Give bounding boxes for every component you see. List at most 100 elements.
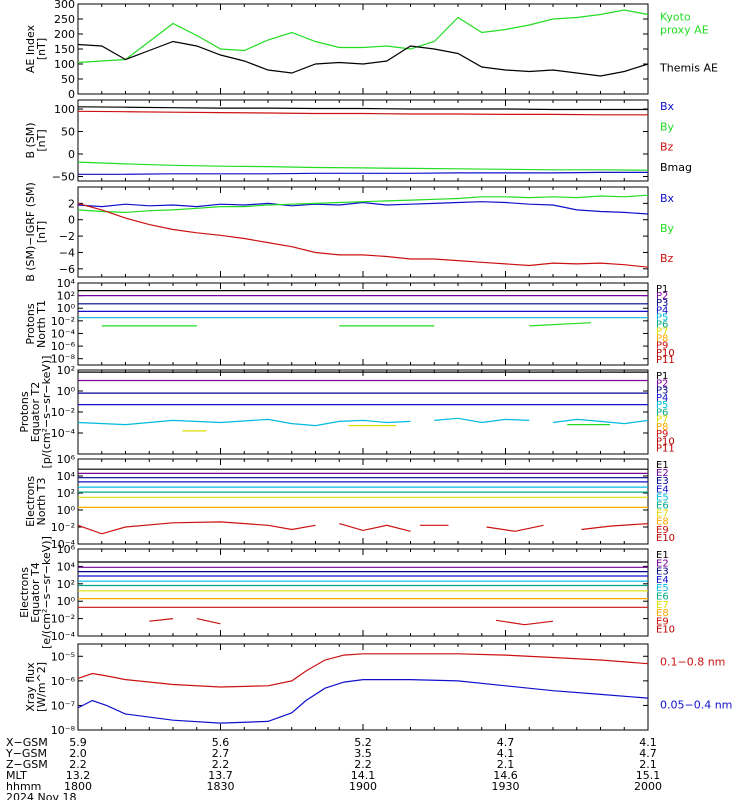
panel-1: 0 50 100 150 200 250 300 AE Index[nT] Kyotoproxy…	[24, 0, 718, 101]
y-tick-label: 10⁻⁴	[51, 427, 76, 440]
y-axis-label: ProtonsNorth T1	[24, 300, 48, 348]
legend-entry: E5	[656, 583, 669, 594]
ephemeris-row-label: hhmm	[6, 780, 41, 793]
legend-entry: E10	[656, 625, 675, 636]
ephemeris-value: 4.1	[639, 736, 657, 749]
legend-entry: E6	[656, 501, 669, 512]
legend-entry: Kyoto	[660, 11, 691, 24]
y-tick-label: 10⁻²	[51, 315, 75, 328]
y-axis-label-line: [nT]	[35, 38, 48, 60]
y-axis-label: ProtonsEquator T2[p/(cm²−s−sr−keV)]	[18, 356, 53, 469]
legend-entry: E9	[656, 525, 669, 536]
legend-entry: P5	[656, 312, 668, 323]
y-tick-label: 10⁻⁸	[51, 724, 76, 737]
y-tick-label: 10⁴	[57, 277, 76, 290]
legend-entry: P4	[656, 393, 668, 404]
y-tick-label: 10⁰	[57, 302, 76, 315]
series-segment	[196, 618, 221, 625]
y-axis-label: ElectronsEquator T4[e/(cm²−s−sr−keV)]	[18, 536, 53, 649]
y-tick-label: 10⁰	[57, 595, 76, 608]
y-tick-label: 2	[68, 197, 75, 210]
series-line	[77, 110, 648, 116]
legend-entry: P1	[656, 371, 668, 382]
legend-entry: By	[660, 120, 675, 133]
legend-entry: Bmag	[660, 161, 692, 174]
ephemeris-value: 1800	[64, 780, 92, 793]
legend-entry: P11	[656, 444, 675, 455]
y-tick-label: 10⁰	[57, 504, 76, 517]
y-axis-label-line: [e/(cm²−s−sr−keV)]	[40, 536, 53, 649]
ephemeris-value: 2.1	[639, 758, 657, 771]
panel-frame	[77, 3, 649, 95]
legend-entry: Bz	[660, 252, 674, 265]
y-axis-label: Xray flux[W/m^2]	[24, 662, 48, 712]
panel-3: −6 −4 −2 0 2 B (SM)−IGRF (SM)[nT] Bx By Bz	[24, 182, 675, 282]
y-axis-label-line: Protons	[24, 303, 37, 344]
y-tick-label: 0	[68, 214, 75, 227]
y-axis-label-line: Protons	[18, 391, 31, 432]
y-axis-label: ElectronsNorth T3	[24, 476, 48, 527]
y-axis-label: B (SM)−IGRF (SM)[nT]	[24, 182, 48, 282]
legend-entry: E1	[656, 460, 669, 471]
legend-entry: E2	[656, 468, 669, 479]
legend-entry: E5	[656, 492, 669, 503]
legend-entry: Bz	[660, 141, 674, 154]
series-line	[77, 106, 648, 111]
legend-entry: E3	[656, 476, 669, 487]
ephemeris-value: 13.7	[208, 769, 233, 782]
ephemeris-value: 5.9	[69, 736, 87, 749]
panel-frame	[77, 369, 649, 455]
y-tick-label: 10⁶	[57, 453, 76, 466]
y-tick-label: 10⁻⁷	[51, 699, 75, 712]
legend-entry: P8	[656, 334, 668, 345]
legend-entry: E7	[656, 509, 669, 520]
y-tick-label: −50	[52, 171, 75, 184]
ephemeris-value: 5.2	[354, 736, 372, 749]
y-tick-label: 10²	[57, 364, 75, 377]
ephemeris-value: 2.2	[69, 758, 87, 771]
y-tick-label: 10⁰	[57, 385, 76, 398]
y-axis-label-line: [nT]	[35, 129, 48, 151]
ephemeris-row-label: X−GSM	[6, 736, 48, 749]
legend-entry: P8	[656, 422, 668, 433]
legend-entry: P10	[656, 348, 675, 359]
ephemeris-value: 2000	[634, 780, 662, 793]
series-segment	[149, 618, 174, 622]
series-line	[77, 9, 649, 64]
legend-entry: P7	[656, 415, 668, 426]
legend-entry: P9	[656, 429, 668, 440]
legend-entry: 0.1−0.8 nm	[660, 656, 725, 669]
y-axis-label-line: B (SM)	[24, 122, 37, 158]
series-line	[77, 653, 649, 688]
series-line	[77, 161, 649, 171]
y-tick-label: −2	[59, 230, 75, 243]
legend-entry: Bx	[660, 192, 675, 205]
y-axis-label-line: AE Index	[24, 24, 37, 73]
y-tick-label: 200	[54, 28, 75, 41]
y-tick-label: −4	[59, 246, 75, 259]
series-segment	[529, 322, 592, 327]
legend-entry: P2	[656, 291, 668, 302]
y-tick-label: 10⁻⁶	[51, 675, 76, 688]
y-tick-label: 50	[61, 126, 75, 139]
legend-entry: E6	[656, 592, 669, 603]
y-axis-label-line: [nT]	[35, 221, 48, 243]
y-tick-label: 0	[68, 88, 75, 101]
panel-5: 10⁻⁴ 10⁻² 10⁰ 10² ProtonsEquator T2[p/(cm²−s…	[18, 356, 675, 469]
y-tick-label: 10⁻⁴	[51, 538, 76, 551]
legend-entry: P4	[656, 305, 668, 316]
y-axis-label-line: Electrons	[24, 476, 37, 527]
series-segment	[77, 521, 316, 535]
y-tick-label: −6	[59, 263, 75, 276]
legend-entry: P5	[656, 400, 668, 411]
panel-frame	[77, 458, 649, 545]
y-tick-label: 250	[54, 13, 75, 26]
ephemeris-value: 5.6	[212, 736, 230, 749]
legend-entry: P3	[656, 386, 668, 397]
legend-entry: E9	[656, 616, 669, 627]
series-segment	[486, 524, 544, 532]
